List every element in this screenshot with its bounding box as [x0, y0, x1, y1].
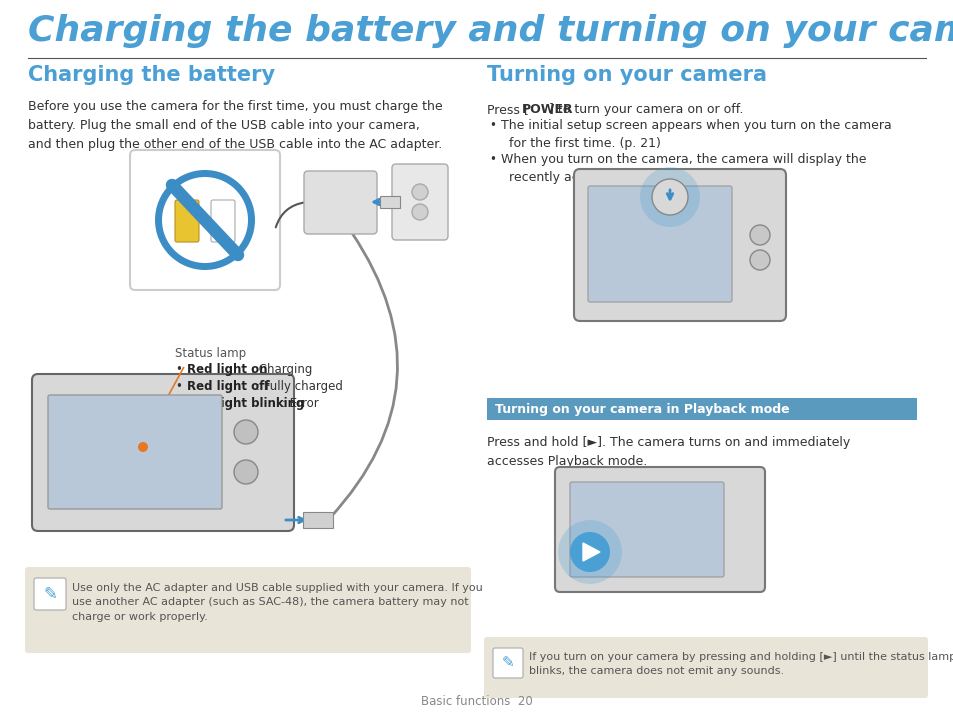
Circle shape [651, 179, 687, 215]
Circle shape [639, 167, 700, 227]
Circle shape [138, 442, 148, 452]
FancyBboxPatch shape [486, 398, 916, 420]
Text: Status lamp: Status lamp [174, 347, 246, 360]
Circle shape [154, 170, 254, 270]
FancyBboxPatch shape [304, 171, 376, 234]
Text: : Fully charged: : Fully charged [255, 380, 342, 393]
Text: •: • [174, 397, 182, 410]
Circle shape [233, 420, 257, 444]
FancyArrowPatch shape [330, 233, 397, 518]
FancyBboxPatch shape [34, 578, 66, 610]
Text: Red light off: Red light off [187, 380, 270, 393]
FancyBboxPatch shape [483, 637, 927, 698]
Circle shape [412, 184, 428, 200]
Circle shape [233, 460, 257, 484]
Text: Red light on: Red light on [187, 363, 267, 376]
Circle shape [558, 520, 621, 584]
Text: Turning on your camera in Playback mode: Turning on your camera in Playback mode [495, 402, 789, 415]
Text: •: • [174, 363, 182, 376]
FancyBboxPatch shape [493, 648, 522, 678]
FancyBboxPatch shape [303, 512, 333, 528]
Text: POWER: POWER [521, 103, 573, 116]
Text: Charging the battery: Charging the battery [28, 65, 274, 85]
Circle shape [749, 225, 769, 245]
Circle shape [569, 532, 609, 572]
Text: : Charging: : Charging [251, 363, 312, 376]
FancyBboxPatch shape [587, 186, 731, 302]
Text: Press [: Press [ [486, 103, 528, 116]
Circle shape [162, 177, 248, 263]
Text: : Error: : Error [282, 397, 319, 410]
Text: Turning on your camera: Turning on your camera [486, 65, 766, 85]
FancyBboxPatch shape [569, 482, 723, 577]
Text: ] to turn your camera on or off.: ] to turn your camera on or off. [548, 103, 742, 116]
FancyBboxPatch shape [130, 150, 280, 290]
FancyBboxPatch shape [555, 467, 764, 592]
Text: The initial setup screen appears when you turn on the camera
  for the first tim: The initial setup screen appears when yo… [500, 119, 891, 150]
Circle shape [412, 204, 428, 220]
Circle shape [749, 250, 769, 270]
Polygon shape [582, 543, 599, 561]
Text: Press and hold [►]. The camera turns on and immediately
accesses Playback mode.: Press and hold [►]. The camera turns on … [486, 436, 849, 468]
FancyBboxPatch shape [392, 164, 448, 240]
Text: If you turn on your camera by pressing and holding [►] until the status lamp
bli: If you turn on your camera by pressing a… [529, 652, 953, 676]
FancyBboxPatch shape [32, 374, 294, 531]
Text: ✎: ✎ [43, 585, 57, 603]
Text: •: • [489, 153, 496, 166]
Text: Before you use the camera for the first time, you must charge the
battery. Plug : Before you use the camera for the first … [28, 100, 442, 151]
Text: Red light blinking: Red light blinking [187, 397, 304, 410]
FancyBboxPatch shape [25, 567, 471, 653]
FancyBboxPatch shape [379, 196, 399, 208]
FancyBboxPatch shape [574, 169, 785, 321]
Text: Use only the AC adapter and USB cable supplied with your camera. If you
use anot: Use only the AC adapter and USB cable su… [71, 583, 482, 622]
Text: Basic functions  20: Basic functions 20 [420, 695, 533, 708]
FancyArrowPatch shape [275, 202, 305, 228]
FancyBboxPatch shape [48, 395, 222, 509]
FancyBboxPatch shape [174, 200, 199, 242]
Text: ✎: ✎ [501, 655, 514, 670]
Text: •: • [489, 119, 496, 132]
Text: •: • [174, 380, 182, 393]
Text: When you turn on the camera, the camera will display the
  recently accessed sho: When you turn on the camera, the camera … [500, 153, 865, 184]
Text: Charging the battery and turning on your camera: Charging the battery and turning on your… [28, 14, 953, 48]
FancyBboxPatch shape [211, 200, 234, 242]
